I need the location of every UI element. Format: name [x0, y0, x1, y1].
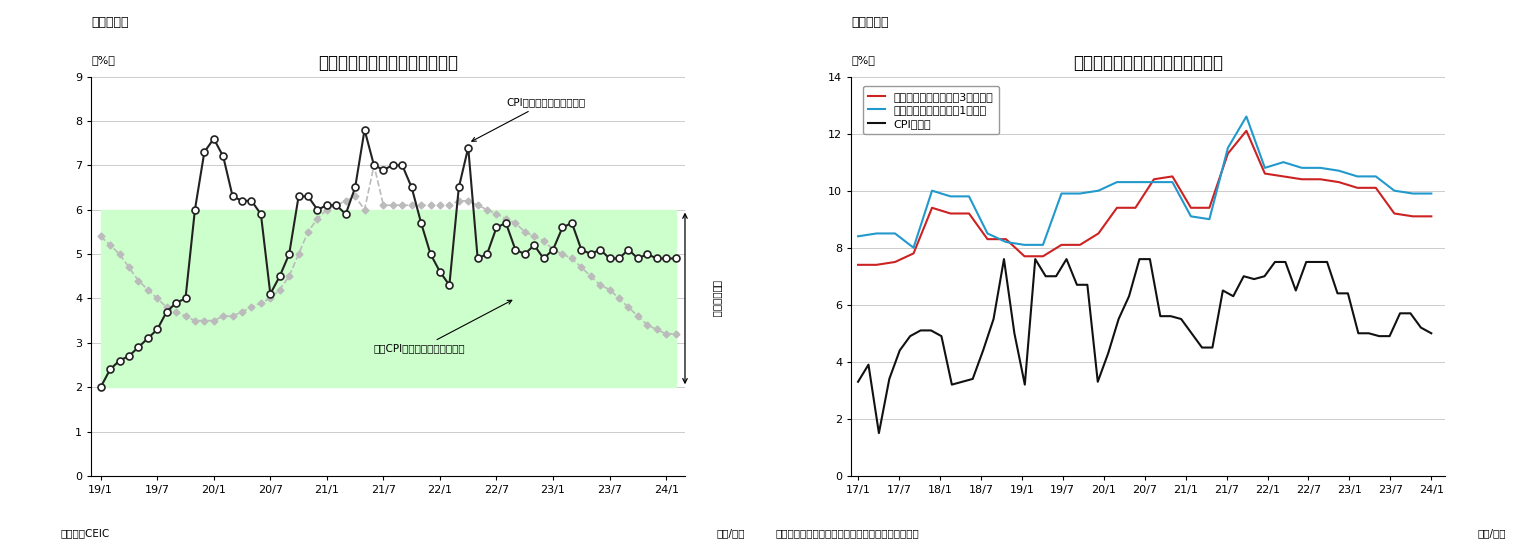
- Title: 消費者物価上昇とインフレ目標: 消費者物価上昇とインフレ目標: [318, 54, 458, 72]
- Text: （資料）インド統計・計画実施省、インド準備銀行: （資料）インド統計・計画実施省、インド準備銀行: [776, 528, 920, 538]
- Text: （年/月）: （年/月）: [1477, 528, 1506, 538]
- Text: （年/月）: （年/月）: [716, 528, 745, 538]
- Text: コアCPI上昇率（前年同月比）: コアCPI上昇率（前年同月比）: [374, 300, 511, 354]
- Text: （%）: （%）: [852, 55, 875, 65]
- Legend: 家計のインフレ期待（3ヵ月先）, 家計のインフレ期待（1年先）, CPI上昇率: 家計のインフレ期待（3ヵ月先）, 家計のインフレ期待（1年先）, CPI上昇率: [862, 86, 999, 134]
- Text: （図表４）: （図表４）: [852, 16, 888, 28]
- Text: （資料）CEIC: （資料）CEIC: [61, 528, 110, 538]
- Title: インフレ率と家計のインフレ期待: インフレ率と家計のインフレ期待: [1074, 54, 1223, 72]
- Text: （%）: （%）: [91, 55, 116, 65]
- Text: CPI上昇率（前年同月比）: CPI上昇率（前年同月比）: [472, 97, 586, 141]
- Text: インフレ目標: インフレ目標: [713, 280, 722, 317]
- Text: （図表３）: （図表３）: [91, 16, 129, 28]
